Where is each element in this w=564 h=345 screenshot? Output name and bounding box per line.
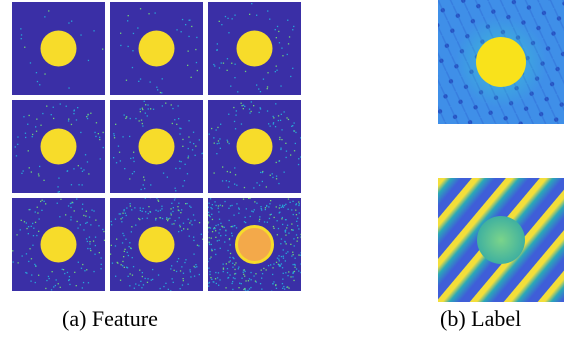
label-panel: (b) Label — [420, 0, 564, 345]
feature-tile — [110, 2, 203, 95]
label-magnitude-map — [438, 0, 564, 124]
feature-tile — [12, 198, 105, 291]
feature-tile — [208, 100, 301, 193]
feature-tile — [110, 198, 203, 291]
feature-panel: (a) Feature — [12, 2, 301, 331]
feature-tile — [208, 198, 301, 291]
label-caption: (b) Label — [440, 306, 522, 331]
feature-tile — [208, 2, 301, 95]
feature-tile — [110, 100, 203, 193]
feature-caption: (a) Feature — [62, 306, 158, 331]
feature-tile — [12, 2, 105, 95]
feature-tile — [12, 100, 105, 193]
label-phase-map — [438, 178, 564, 302]
